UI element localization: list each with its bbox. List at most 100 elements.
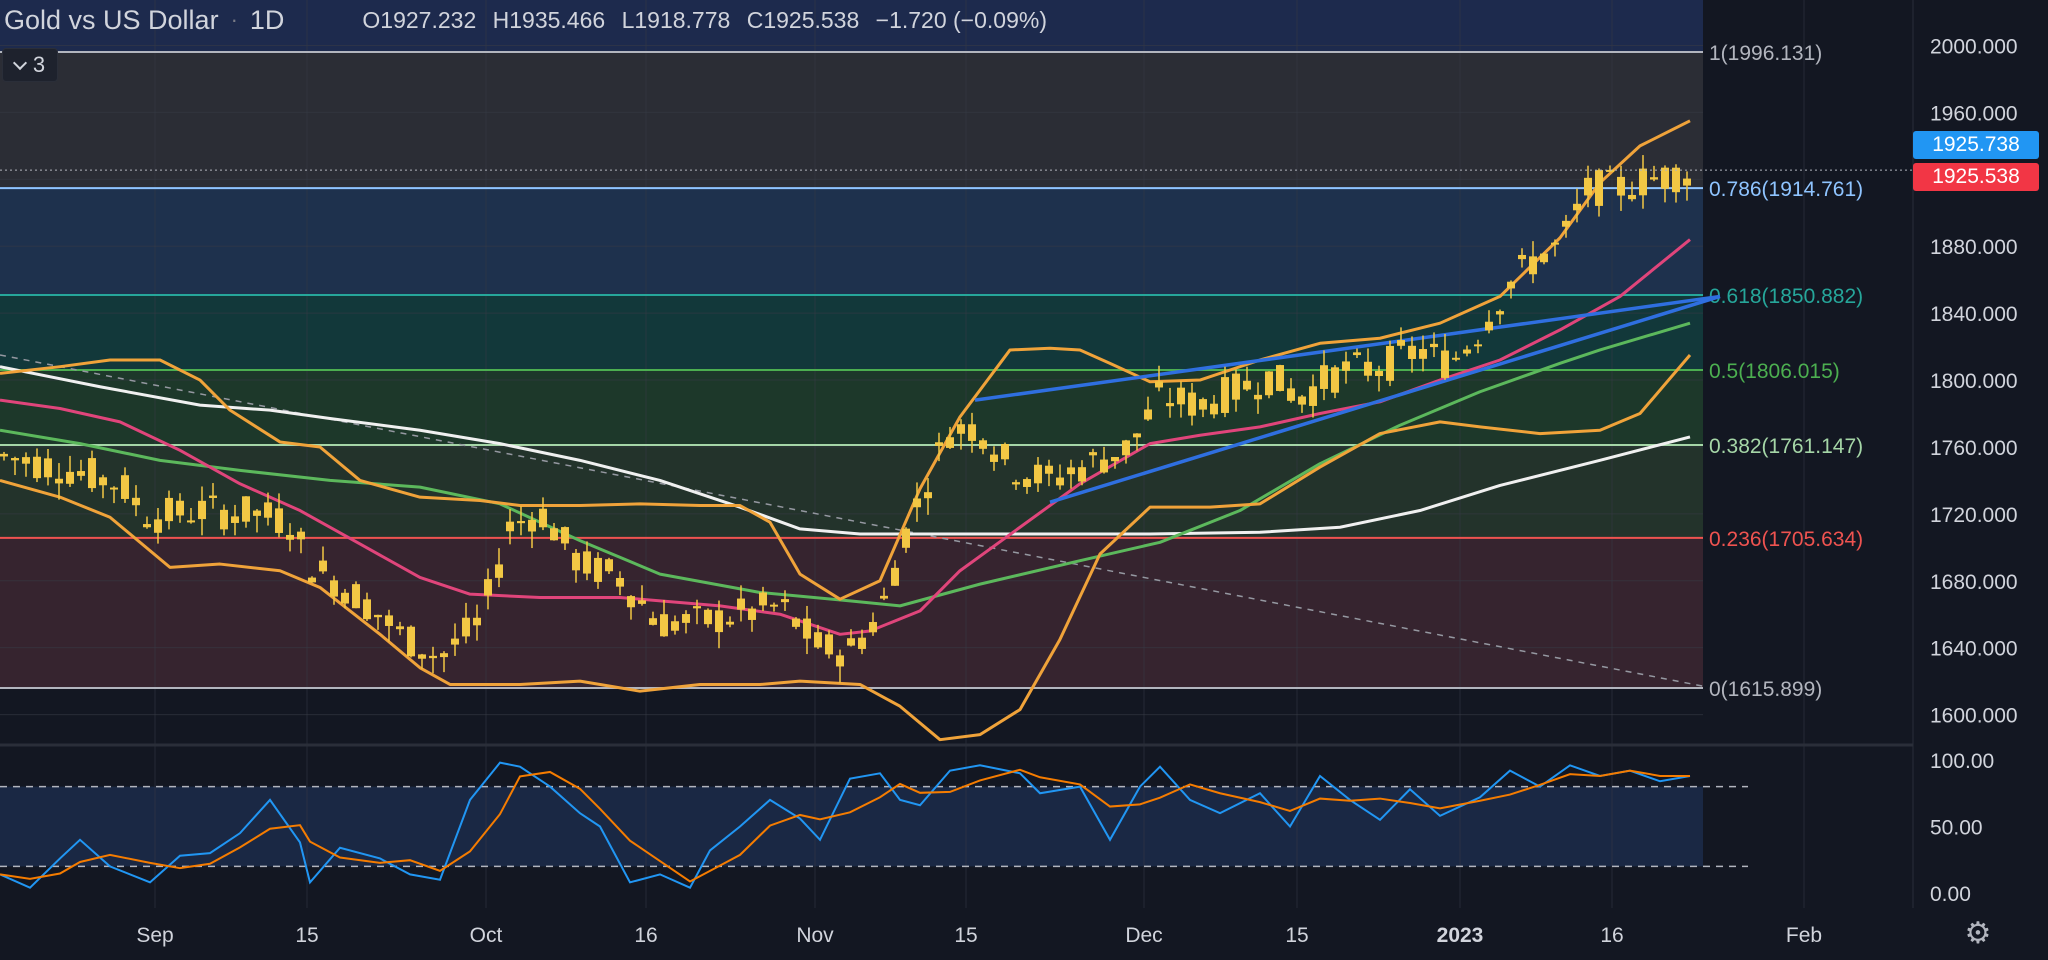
fib-zone xyxy=(0,52,1703,189)
candle-body xyxy=(363,599,371,620)
candle-body xyxy=(1254,394,1262,400)
candle-body xyxy=(880,595,888,599)
trend-line-upper xyxy=(974,294,1721,402)
candle-body xyxy=(495,564,503,578)
candle-body xyxy=(231,516,239,523)
candle-body xyxy=(1243,380,1251,390)
candle-body xyxy=(1364,361,1372,376)
price-tick-label: 1680.000 xyxy=(1930,571,2018,594)
candle-body xyxy=(143,524,151,528)
candle-body xyxy=(913,498,921,508)
candle-body xyxy=(770,604,778,607)
candle-body xyxy=(902,528,910,548)
candle-body xyxy=(154,519,162,533)
candle-body xyxy=(374,614,382,618)
candle-body xyxy=(605,559,613,572)
fib-zone xyxy=(0,188,1703,295)
price-tick-label: 1800.000 xyxy=(1930,370,2018,393)
candle-body xyxy=(1353,352,1361,356)
osc-tick-label: 50.00 xyxy=(1930,817,1983,840)
candle-body xyxy=(847,638,855,646)
candle-body xyxy=(1309,386,1317,406)
candle-body xyxy=(715,610,723,633)
change-value: −1.720 (−0.09%) xyxy=(875,6,1047,33)
candle-body xyxy=(726,621,734,625)
stoch-k-line xyxy=(0,761,1691,889)
candle-body xyxy=(1265,371,1273,396)
candle-body xyxy=(1551,242,1559,245)
bid-price-badge: 1925.738 xyxy=(1913,131,2039,159)
candle-body xyxy=(1584,177,1592,196)
price-tick-label: 1840.000 xyxy=(1930,303,2018,326)
candle-body xyxy=(1419,349,1427,359)
candle-body xyxy=(55,478,63,484)
indicators-collapse-button[interactable]: 3 xyxy=(2,48,58,82)
ma-green-line xyxy=(0,321,1691,608)
fib-label: 0.618(1850.882) xyxy=(1709,285,1863,308)
candle-body xyxy=(1573,203,1581,211)
candle-body xyxy=(1386,345,1394,381)
candle-body xyxy=(594,557,602,582)
candle-body xyxy=(792,618,800,627)
candle-body xyxy=(781,599,789,603)
candle-body xyxy=(341,592,349,604)
fib-zone xyxy=(0,537,1703,688)
candle-body xyxy=(1408,345,1416,359)
candle-body xyxy=(891,567,899,586)
price-tick-label: 1720.000 xyxy=(1930,504,2018,527)
candle-body xyxy=(1463,349,1471,354)
time-tick-label: Dec xyxy=(1125,924,1162,947)
candle-body xyxy=(11,458,19,461)
candle-body xyxy=(1595,170,1603,206)
fib-zone-top xyxy=(0,0,1703,52)
osc-band xyxy=(0,786,1703,867)
candle-body xyxy=(1639,168,1647,196)
candle-body xyxy=(1562,220,1570,227)
fib-label: 0.5(1806.015) xyxy=(1709,360,1840,383)
fib-zone xyxy=(0,445,1703,538)
candle-body xyxy=(693,606,701,609)
candle-body xyxy=(66,471,74,484)
timeframe-label[interactable]: 1D xyxy=(249,4,285,35)
candle-body xyxy=(1034,464,1042,484)
trend-line-lower xyxy=(1049,294,1721,504)
candle-body xyxy=(451,638,459,645)
indicator-count: 3 xyxy=(32,52,46,77)
candle-body xyxy=(462,617,470,637)
low-value: L1918.778 xyxy=(621,6,731,33)
candle-body xyxy=(539,508,547,528)
candle-body xyxy=(682,614,690,623)
symbol-title[interactable]: Gold vs US Dollar xyxy=(4,4,219,35)
time-tick-label: Sep xyxy=(136,924,173,947)
candle-body xyxy=(1650,177,1658,180)
candle-body xyxy=(22,457,30,464)
candle-body xyxy=(1320,365,1328,389)
ma-white-line xyxy=(0,365,1691,536)
candle-body xyxy=(1298,396,1306,405)
candle-body xyxy=(407,626,415,657)
gear-icon[interactable]: ⚙ xyxy=(1964,917,1992,950)
last-price-badge: 1925.538 xyxy=(1913,163,2039,191)
candle-body xyxy=(583,551,591,574)
candle-body xyxy=(1067,467,1075,475)
candle-body xyxy=(1122,440,1130,456)
close-value: C1925.538 xyxy=(746,6,860,33)
price-tick-label: 1640.000 xyxy=(1930,638,2018,661)
candle-body xyxy=(1529,256,1537,275)
candle-body xyxy=(1375,370,1383,377)
candle-body xyxy=(0,453,8,457)
candle-body xyxy=(1089,452,1097,456)
candle-body xyxy=(1210,403,1218,415)
price-tick-label: 1600.000 xyxy=(1930,705,2018,728)
candle-body xyxy=(1188,392,1196,416)
candle-body xyxy=(165,497,173,522)
candle-body xyxy=(1683,178,1691,186)
candle-body xyxy=(286,534,294,540)
candle-body xyxy=(1518,254,1526,260)
candle-body xyxy=(77,471,85,476)
candle-body xyxy=(88,458,96,489)
header-separator: · xyxy=(230,7,238,32)
candle-body xyxy=(1056,477,1064,486)
